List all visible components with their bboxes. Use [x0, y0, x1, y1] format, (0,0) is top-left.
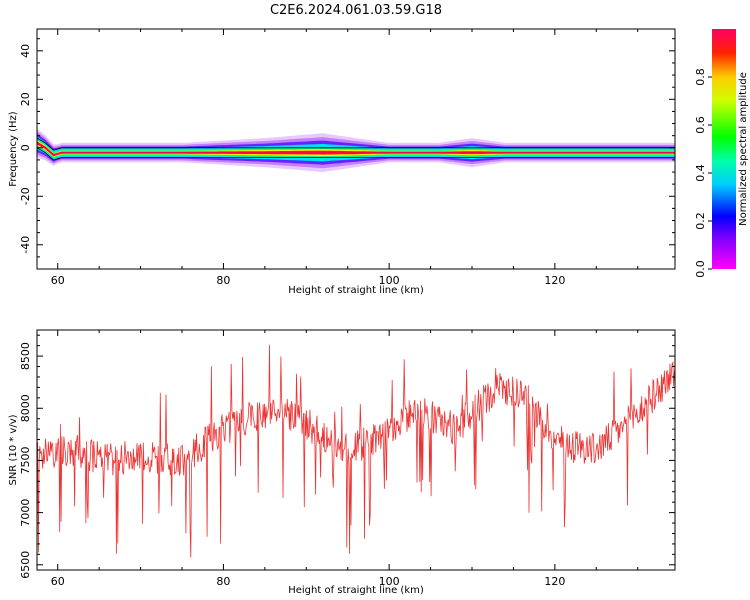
- x-tick-label: 100: [379, 575, 400, 588]
- y-tick-label: 8500: [19, 342, 32, 370]
- y-tick-label: 6500: [19, 551, 32, 579]
- x-tick-label: 80: [216, 575, 230, 588]
- spectrogram-panel: 60 80 100 120 40 20 0 -20 -40 Height of straight…: [8, 28, 676, 296]
- y-tick-label: 0: [19, 144, 32, 151]
- spectrogram-ticks: 60 80 100 120 40 20 0 -20 -40: [19, 29, 675, 287]
- x-tick-label: 100: [379, 274, 400, 287]
- snr-ticks: 60 80 100 120 8500 8000 7500 7000 6500: [19, 330, 675, 588]
- x-tick-label: 120: [544, 274, 565, 287]
- y-tick-label: 7000: [19, 499, 32, 527]
- spectrogram-envelope-line: [37, 147, 675, 161]
- snr-series-line: [37, 344, 675, 558]
- spectrogram-peak-line: [37, 142, 675, 157]
- x-tick-label: 120: [544, 575, 565, 588]
- chart-title: C2E6.2024.061.03.59.G18: [270, 3, 442, 18]
- x-tick-label: 60: [51, 274, 65, 287]
- y-tick-label: 8000: [19, 394, 32, 422]
- snr-ylabel: SNR (10 * v/v): [8, 414, 19, 485]
- x-tick-label: 60: [51, 575, 65, 588]
- spectrogram-xlabel: Height of straight line (km): [288, 285, 424, 296]
- colorbar-tick-label: 0.2: [694, 212, 707, 230]
- y-tick-label: -40: [19, 236, 32, 254]
- spectrogram-marks: [37, 128, 675, 172]
- colorbar-ticks: 0.0 0.2 0.4 0.6 0.8: [694, 68, 712, 278]
- snr-panel: 60 80 100 120 8500 8000 7500 7000 6500 Height of…: [8, 329, 676, 596]
- colorbar: 0.0 0.2 0.4 0.6 0.8 Normalized spectral ampl…: [694, 29, 749, 278]
- y-tick-label: 40: [19, 44, 32, 58]
- snr-xlabel: Height of straight line (km): [288, 585, 424, 596]
- colorbar-tick-label: 0.4: [694, 164, 707, 182]
- colorbar-tick-label: 0.8: [694, 68, 707, 86]
- y-tick-label: 7500: [19, 446, 32, 474]
- x-tick-label: 80: [216, 274, 230, 287]
- spectrogram-envelope-line: [37, 137, 675, 151]
- y-tick-label: 20: [19, 92, 32, 106]
- colorbar-gradient: [712, 29, 736, 269]
- colorbar-tick-label: 0.6: [694, 116, 707, 134]
- colorbar-tick-label: 0.0: [694, 260, 707, 278]
- spectrogram-frame: [36, 28, 676, 270]
- colorbar-label: Normalized spectral amplitude: [738, 72, 749, 226]
- spectrogram-ylabel: Frequency (Hz): [8, 111, 19, 187]
- y-tick-label: -20: [19, 187, 32, 205]
